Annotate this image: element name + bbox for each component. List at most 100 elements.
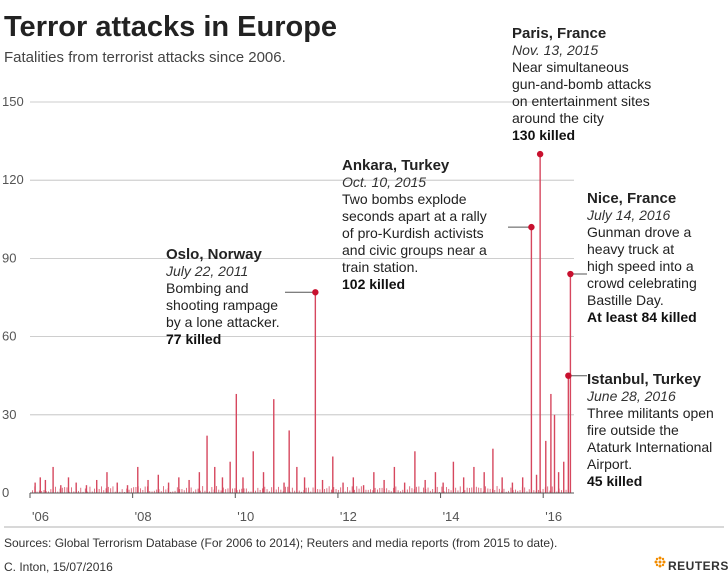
- bar-small: [285, 486, 286, 493]
- bar-small: [96, 488, 98, 493]
- bar-small: [183, 490, 185, 493]
- annotation-toll: 77 killed: [166, 331, 221, 347]
- bar-small: [179, 489, 181, 493]
- bar-small: [305, 487, 307, 493]
- bar-small: [296, 488, 298, 493]
- bar: [252, 451, 254, 493]
- bar-small: [153, 490, 155, 493]
- bar-small: [101, 486, 102, 493]
- bar-small: [149, 491, 151, 493]
- bar-small: [64, 487, 66, 493]
- bar-small: [429, 490, 431, 493]
- bar-small: [351, 486, 353, 493]
- bar-small: [163, 486, 164, 493]
- annotation-desc-line: seconds apart at a rally: [342, 208, 487, 224]
- bar-small: [186, 487, 187, 493]
- bar-small: [436, 486, 438, 493]
- bar-small: [365, 489, 367, 493]
- bar-small: [542, 488, 544, 493]
- x-tick-label: '14: [443, 509, 460, 524]
- bar-small: [66, 487, 68, 493]
- bar-small: [144, 486, 146, 493]
- bar: [283, 482, 285, 493]
- annotation-toll: 130 killed: [512, 127, 575, 143]
- bar-small: [317, 489, 319, 493]
- bar: [462, 477, 465, 493]
- bar-small: [374, 487, 376, 493]
- bar-small: [331, 489, 332, 493]
- bar-small: [172, 491, 174, 493]
- bar: [198, 472, 201, 493]
- bar-small: [558, 488, 560, 493]
- annotation-desc-line: Near simultaneous: [512, 59, 629, 75]
- bar-small: [551, 486, 553, 493]
- bar-small: [61, 487, 63, 493]
- bar-small: [535, 491, 537, 493]
- bar: [67, 477, 70, 493]
- bar-small: [473, 489, 475, 493]
- annotation-desc-line: Gunman drove a: [587, 224, 691, 240]
- annotation-dot: [536, 150, 544, 158]
- bar-small: [554, 489, 555, 493]
- bar: [521, 477, 524, 493]
- bar-small: [43, 490, 45, 493]
- bar: [39, 477, 41, 493]
- bar-small: [395, 486, 397, 493]
- bar-small: [82, 491, 84, 493]
- bar-small: [386, 488, 388, 493]
- bar-small: [52, 488, 54, 493]
- bar-small: [209, 491, 210, 493]
- bar-small: [126, 488, 128, 493]
- bar-small: [225, 489, 227, 493]
- bar-small: [342, 488, 344, 493]
- bar-small: [130, 488, 132, 493]
- bar-small: [188, 490, 190, 493]
- bar: [44, 479, 47, 493]
- bar-small: [103, 490, 105, 493]
- bar-small: [211, 487, 213, 493]
- reuters-logo-text: REUTERS: [668, 559, 728, 573]
- bar-small: [36, 491, 38, 493]
- bar-small: [282, 491, 284, 493]
- bar-small: [344, 491, 346, 493]
- bar-small: [34, 486, 36, 493]
- bar-small: [485, 486, 486, 493]
- bar-small: [517, 490, 519, 493]
- bar-small: [393, 487, 394, 493]
- bar: [434, 472, 437, 493]
- bar-small: [462, 491, 463, 493]
- annotation-desc-line: Bombing and: [166, 280, 249, 296]
- bar-small: [229, 491, 231, 493]
- bar-small: [213, 489, 215, 493]
- bar-small: [216, 486, 217, 493]
- bar-small: [531, 491, 532, 493]
- annotation-desc-line: by a lone attacker.: [166, 314, 280, 330]
- annotation-date: July 22, 2011: [165, 263, 248, 279]
- bar-small: [328, 486, 330, 493]
- bar-small: [404, 491, 406, 493]
- bar-small: [73, 491, 75, 493]
- bar-small: [466, 487, 468, 493]
- bar-small: [142, 489, 144, 493]
- annotation-date: Oct. 10, 2015: [342, 174, 426, 190]
- bar-small: [114, 491, 116, 493]
- bar-small: [363, 491, 365, 493]
- bar: [473, 466, 475, 493]
- x-tick-label: '06: [32, 509, 49, 524]
- bar-small: [291, 487, 293, 493]
- bar: [352, 477, 355, 493]
- bar-small: [202, 486, 204, 493]
- bar-small: [280, 489, 282, 493]
- annotation-date: July 14, 2016: [586, 207, 670, 223]
- bar-small: [176, 487, 178, 493]
- bar-small: [324, 489, 325, 493]
- bar-small: [400, 491, 401, 493]
- bar-small: [252, 489, 254, 493]
- bar: [403, 482, 406, 493]
- bar-small: [255, 490, 256, 493]
- bar-small: [459, 486, 461, 493]
- x-tick-label: '10: [237, 509, 254, 524]
- bar: [483, 472, 485, 493]
- bar-small: [57, 491, 59, 493]
- bar: [85, 485, 88, 493]
